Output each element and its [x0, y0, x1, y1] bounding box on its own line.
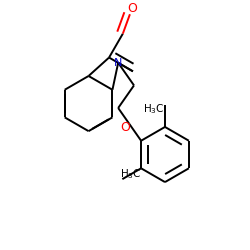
Text: H$_3$C: H$_3$C [144, 102, 165, 116]
Text: H$_3$C: H$_3$C [120, 167, 141, 180]
Text: O: O [120, 121, 130, 134]
Text: O: O [127, 2, 137, 15]
Text: N: N [114, 58, 122, 68]
